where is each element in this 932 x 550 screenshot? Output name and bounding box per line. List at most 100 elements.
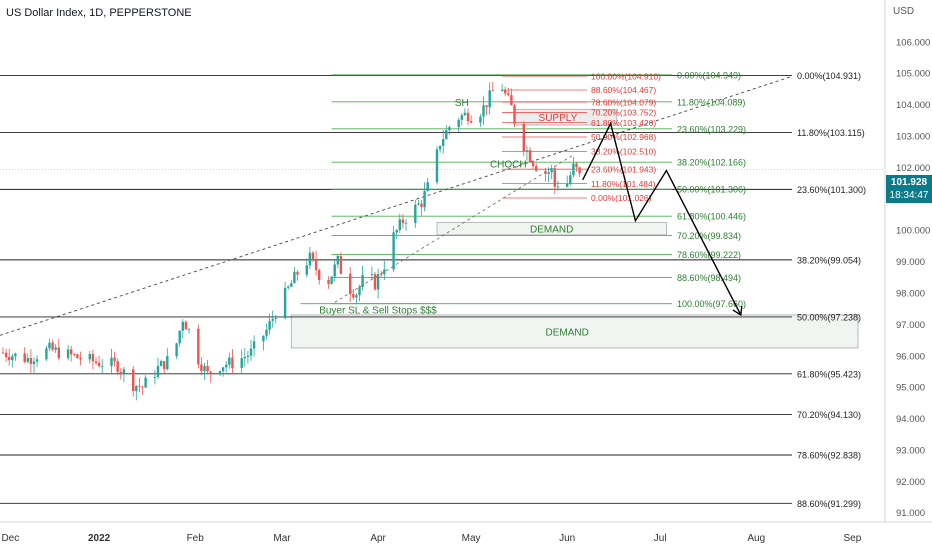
y-tick-label: 105.000 <box>896 69 930 80</box>
candle-body <box>4 352 8 358</box>
candle-body <box>442 139 445 146</box>
trend-line-secondary <box>334 154 574 303</box>
projection-path <box>582 121 742 316</box>
candle-body <box>535 166 538 171</box>
candle-body <box>265 329 268 336</box>
projection-arrowhead <box>732 305 743 317</box>
candle-body <box>153 376 157 378</box>
candle-body <box>311 252 315 260</box>
candle-body <box>426 182 429 192</box>
candle-body <box>178 330 181 344</box>
candle-body <box>373 274 377 290</box>
candle-body <box>23 353 26 362</box>
candle-body <box>445 130 448 140</box>
fib-level-green-label: 70.20%(99.834) <box>677 231 741 241</box>
candle-body <box>525 150 529 152</box>
candle-body <box>249 348 253 356</box>
candle-body <box>184 321 188 330</box>
candle-body <box>240 358 243 369</box>
candle-body <box>91 354 95 362</box>
fib-level-red-label: 78.60%(104.079) <box>591 97 656 107</box>
currency-label: USD <box>893 6 915 17</box>
fib-level-green-label: 50.00%(101.306) <box>677 185 746 195</box>
candle-body <box>14 353 17 357</box>
candle-body <box>79 358 82 360</box>
y-tick-label: 98.000 <box>896 288 925 299</box>
candle-body <box>333 264 336 277</box>
x-tick-label: Apr <box>370 533 386 544</box>
x-tick-label: Dec <box>1 533 19 544</box>
candle-body <box>376 274 380 290</box>
x-tick-label: May <box>462 533 481 544</box>
chart-annotation: CHOCH <box>490 159 527 170</box>
candle-body <box>305 265 308 275</box>
candle-body <box>417 203 420 205</box>
candle-body <box>547 172 550 174</box>
candle-body <box>66 349 70 359</box>
candle-body <box>448 127 451 131</box>
x-tick-label: Mar <box>273 533 291 544</box>
candle-body <box>355 295 358 298</box>
candle-body <box>54 347 57 350</box>
candle-body <box>504 90 507 94</box>
x-tick-label: Sep <box>844 533 862 544</box>
candle-body <box>132 369 135 391</box>
y-tick-label: 96.000 <box>896 351 925 362</box>
trend-line-main <box>0 75 793 336</box>
candle-body <box>318 270 321 280</box>
candle-body <box>358 286 361 296</box>
candle-body <box>101 366 104 367</box>
y-tick-label: 95.000 <box>896 383 925 394</box>
fib-level-black-label: 23.60%(101.300) <box>797 185 866 195</box>
candle-body <box>1 352 5 354</box>
candle-body <box>457 119 460 128</box>
candle-body <box>122 369 126 373</box>
candle-body <box>575 163 578 168</box>
candle-body <box>228 357 231 365</box>
candle-body <box>141 386 144 388</box>
candle-body <box>144 377 147 388</box>
candle-body <box>271 318 274 321</box>
candle-body <box>32 361 36 364</box>
y-tick-label: 94.000 <box>896 414 925 425</box>
candle-body <box>401 219 405 224</box>
candle-body <box>113 357 116 362</box>
fib-level-black-label: 78.60%(92.838) <box>797 451 861 461</box>
candle-body <box>116 361 119 372</box>
candle-body <box>262 335 265 342</box>
candle-body <box>556 186 560 188</box>
y-tick-label: 100.000 <box>896 226 930 237</box>
candle-body <box>197 328 200 365</box>
candle-body <box>361 274 364 287</box>
candle-body <box>268 320 271 330</box>
candle-body <box>414 204 417 223</box>
fib-level-green-label: 38.20%(102.166) <box>677 158 746 168</box>
candle-body <box>94 361 98 363</box>
fib-level-green-label: 78.60%(99.222) <box>677 250 741 260</box>
candle-body <box>488 90 491 108</box>
fib-level-black-label: 50.00%(97.238) <box>797 312 861 322</box>
candle-body <box>553 168 556 187</box>
x-tick-label: Jun <box>559 533 575 544</box>
fib-level-red-label: 70.20%(103.752) <box>591 108 656 118</box>
fib-level-green-label: 23.60%(103.229) <box>677 124 746 134</box>
candle-body <box>156 366 160 377</box>
fib-level-black-label: 88.60%(91.299) <box>797 499 861 509</box>
candle-body <box>231 357 234 369</box>
candle-body <box>181 321 184 331</box>
candle-body <box>35 359 39 362</box>
y-tick-label: 103.000 <box>896 132 930 143</box>
candle-body <box>482 105 485 117</box>
candle-body <box>246 355 250 357</box>
candle-body <box>252 341 256 349</box>
candle-body <box>330 276 333 284</box>
chart-title: US Dollar Index, 1D, PEPPERSTONE <box>6 7 192 19</box>
last-price-value: 101.928 <box>890 177 928 188</box>
candle-body <box>187 328 191 330</box>
candle-body <box>206 365 209 372</box>
candle-body <box>522 123 525 152</box>
x-tick-label: Aug <box>747 533 765 544</box>
candle-body <box>380 274 383 275</box>
candle-body <box>290 283 293 287</box>
